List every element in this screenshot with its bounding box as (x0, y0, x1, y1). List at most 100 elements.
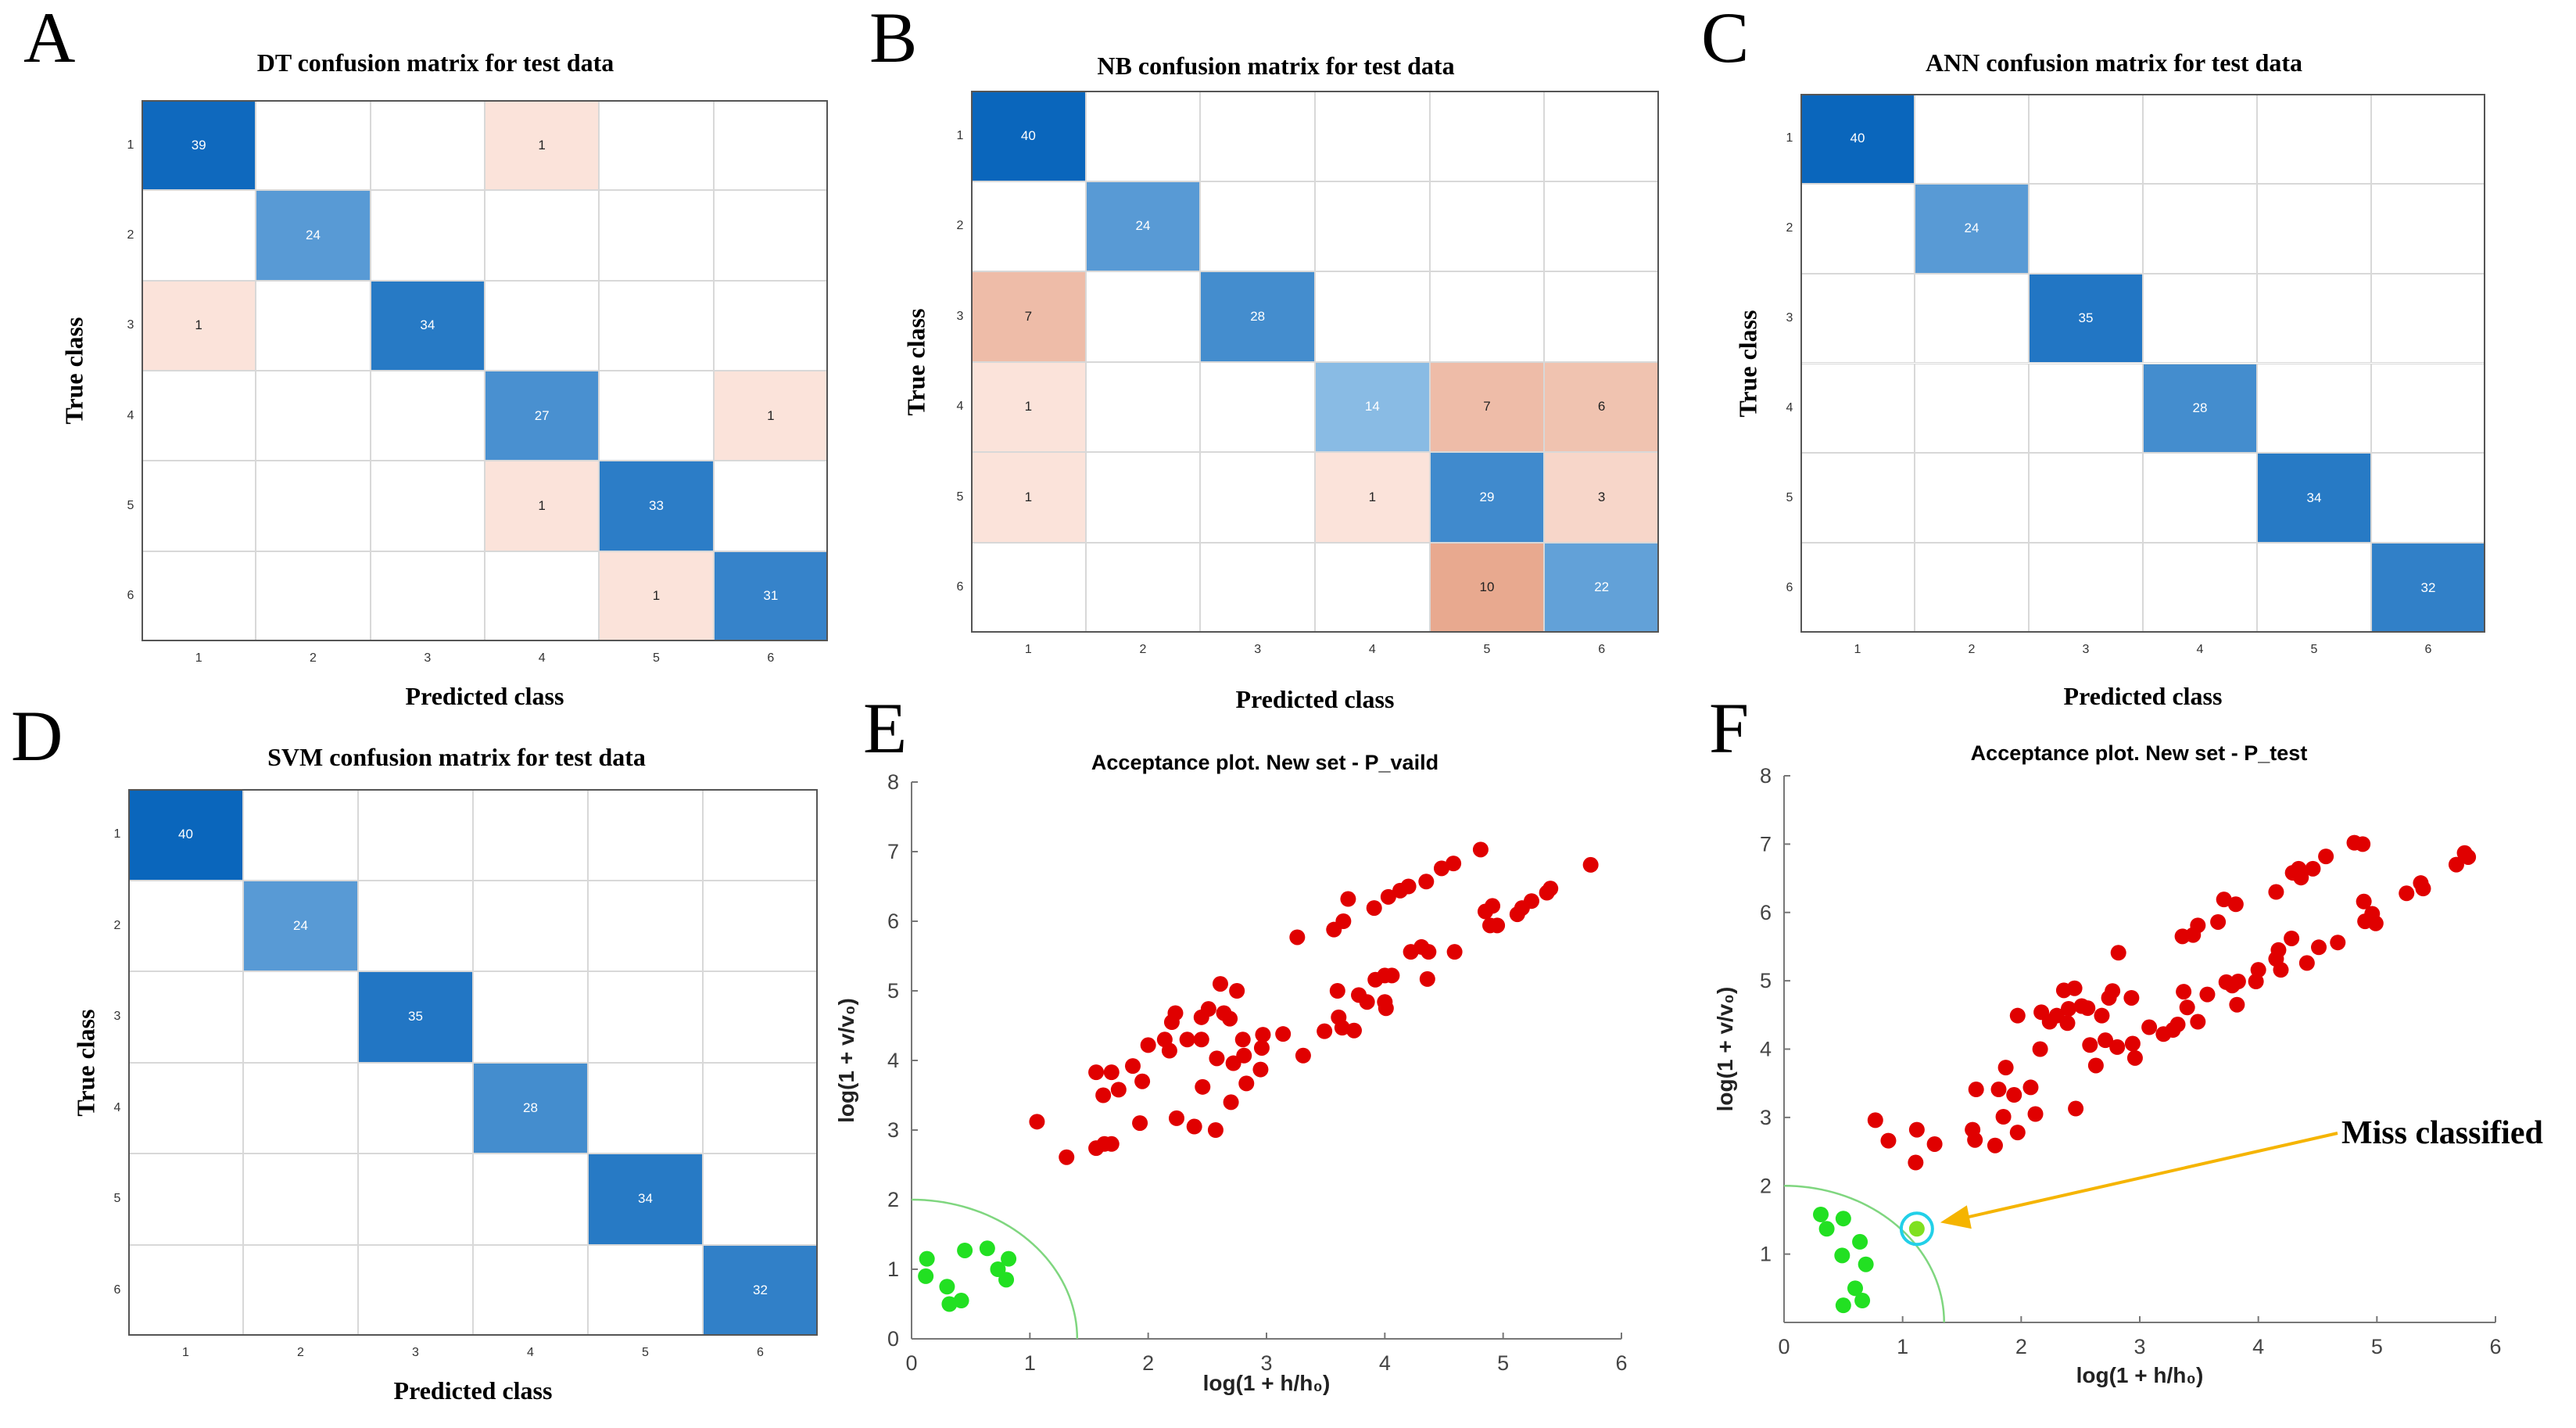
matrix-cell-d (358, 1154, 473, 1245)
matrix-cell-c (2257, 273, 2371, 364)
row-tick-label: 4 (1786, 400, 1793, 414)
point-rejected (2179, 999, 2195, 1016)
matrix-cell-b (1315, 542, 1430, 633)
point-accepted (1858, 1256, 1874, 1272)
point-rejected (1207, 1122, 1224, 1138)
y-axis-label-e: log(1 + v/v₀) (834, 998, 858, 1123)
point-rejected (1366, 900, 1382, 917)
matrix-cell-d: 34 (588, 1154, 703, 1245)
matrix-cell-d (128, 880, 243, 971)
point-rejected (1908, 1121, 1925, 1138)
matrix-cell-c: 32 (2371, 543, 2485, 633)
matrix-cell-d (243, 1154, 358, 1245)
col-tick-label: 6 (1598, 643, 1606, 656)
matrix-cell-c (1800, 273, 1915, 364)
point-rejected (1168, 1110, 1184, 1126)
matrix-cell-b (1200, 452, 1315, 543)
point-rejected (1335, 913, 1352, 929)
point-rejected (2273, 962, 2289, 978)
point-rejected (2356, 893, 2372, 910)
point-rejected (2199, 986, 2216, 1003)
matrix-cell-b: 24 (1085, 181, 1201, 271)
panel-letter-c: C (1701, 0, 1750, 77)
point-rejected (2141, 1019, 2158, 1035)
col-tick-label: 4 (527, 1346, 534, 1359)
point-rejected (1329, 983, 1345, 999)
matrix-cell-d (588, 971, 703, 1063)
matrix-cell-b: 1 (1315, 452, 1430, 543)
point-rejected (1926, 1136, 1943, 1152)
col-tick-label: 1 (182, 1346, 189, 1359)
point-rejected (2009, 1007, 2026, 1024)
acceptance-boundary (911, 1198, 1079, 1340)
matrix-cell-b: 40 (971, 91, 1086, 181)
matrix-cell-c (2371, 363, 2485, 454)
point-rejected (2250, 962, 2266, 978)
x-tick-label: 2 (1142, 1351, 1154, 1375)
matrix-cell-b (1200, 361, 1315, 452)
matrix-cell-c (1915, 273, 2029, 364)
y-tick-label: 7 (887, 840, 899, 863)
panel-letter-b: B (869, 0, 918, 77)
col-tick-label: 5 (653, 651, 660, 665)
matrix-cell-c (2143, 453, 2257, 544)
row-tick-label: 1 (956, 128, 964, 142)
y-tick-label: 1 (1760, 1243, 1772, 1266)
matrix-frame-b (971, 91, 1659, 633)
matrix-cell-d (473, 789, 588, 881)
acceptance-boundary (1783, 1185, 1945, 1323)
point-rejected (1867, 1112, 1883, 1128)
col-tick-label: 6 (767, 651, 775, 665)
matrix-cell-a: 34 (370, 280, 485, 371)
row-tick-label: 6 (956, 580, 964, 594)
point-accepted (939, 1279, 955, 1295)
point-rejected (2176, 984, 2192, 1000)
panel-letter-e: E (863, 688, 908, 768)
misclassified-ring (1899, 1211, 1934, 1247)
point-rejected (1995, 1109, 2012, 1125)
col-tick-label: 3 (2082, 643, 2090, 656)
matrix-cell-d (128, 971, 243, 1063)
point-rejected (1446, 944, 1463, 960)
matrix-cell-d (243, 789, 358, 881)
point-rejected (1340, 891, 1356, 907)
col-tick-label: 3 (1254, 643, 1262, 656)
point-accepted (1813, 1206, 1829, 1222)
point-rejected (2087, 1057, 2104, 1074)
point-rejected (1234, 1032, 1251, 1048)
point-rejected (2190, 1014, 2206, 1030)
point-accepted (919, 1250, 935, 1267)
y-tick-label: 3 (887, 1118, 899, 1142)
matrix-cell-a (713, 190, 828, 281)
row-tick-label: 6 (127, 589, 134, 603)
y-tick-label: 6 (887, 910, 899, 933)
point-rejected (1255, 1027, 1271, 1043)
row-tick-label: 3 (956, 309, 964, 323)
point-rejected (2448, 856, 2464, 873)
matrix-cell-c: 40 (1800, 94, 1915, 184)
matrix-cell-b (1085, 91, 1201, 181)
row-tick-label: 4 (956, 400, 964, 414)
point-rejected (2032, 1041, 2048, 1057)
row-tick-label: 2 (127, 228, 134, 242)
matrix-cell-b (1315, 91, 1430, 181)
row-tick-label: 4 (127, 408, 134, 422)
point-rejected (2229, 996, 2245, 1013)
matrix-cell-b: 6 (1544, 361, 1659, 452)
point-rejected (2068, 1100, 2084, 1117)
matrix-cell-a (713, 100, 828, 191)
point-accepted (918, 1268, 934, 1284)
point-rejected (1179, 1032, 1195, 1048)
matrix-cell-a (485, 190, 600, 281)
matrix-cell-c (2371, 453, 2485, 544)
row-tick-label: 1 (1786, 131, 1793, 145)
y-tick-label: 8 (1760, 764, 1772, 788)
x-tick-label: 6 (2489, 1335, 2501, 1358)
col-tick-label: 1 (1024, 643, 1032, 656)
point-rejected (2248, 973, 2264, 989)
col-tick-label: 6 (757, 1346, 764, 1359)
point-rejected (2399, 885, 2415, 902)
y-tick-label: 2 (1760, 1174, 1772, 1197)
point-rejected (1289, 929, 1306, 945)
